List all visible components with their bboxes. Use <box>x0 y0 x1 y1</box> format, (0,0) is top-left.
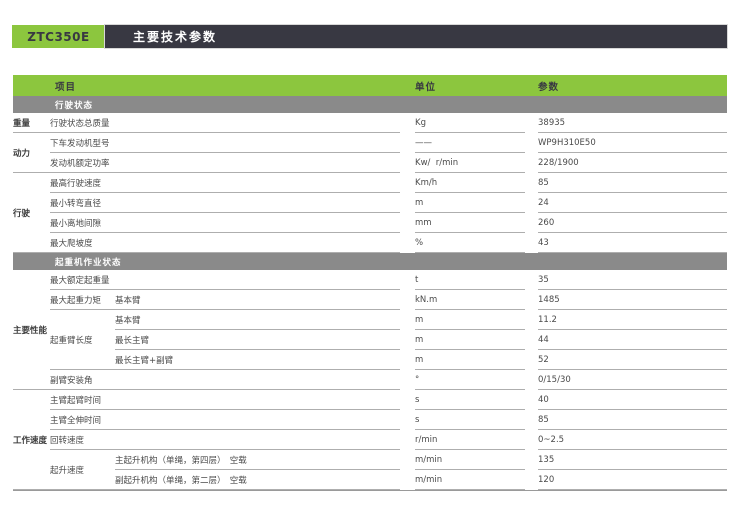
section-title: 起重机作业状态 <box>55 257 122 268</box>
value-cell: 35 <box>538 270 727 290</box>
value-cell: 40 <box>538 390 727 410</box>
value-cell: 1485 <box>538 290 727 310</box>
item-cell: 最大起重力矩 <box>50 290 115 310</box>
unit-cell: s <box>415 390 525 410</box>
section-bar: 起重机作业状态 <box>13 253 727 270</box>
item-cell: 最小离地间隙 <box>50 213 400 233</box>
page-title: 主要技术参数 <box>105 25 727 48</box>
value-cell: 0/15/30 <box>538 370 727 390</box>
value-cell: 260 <box>538 213 727 233</box>
section-bar: 行驶状态 <box>13 96 727 113</box>
column-header-item: 项目 <box>55 81 77 93</box>
value-cell: 24 <box>538 193 727 213</box>
sub-item-cell: 最长主臂 <box>115 330 400 350</box>
unit-cell: m <box>415 310 525 330</box>
item-cell: 发动机额定功率 <box>50 153 400 173</box>
value-cell: 135 <box>538 450 727 470</box>
sub-item-cell: 最长主臂+副臂 <box>115 350 400 370</box>
model-badge: ZTC350E <box>12 25 105 48</box>
item-cell: 主臂全伸时间 <box>50 410 400 430</box>
value-cell: 85 <box>538 173 727 193</box>
unit-cell: m <box>415 350 525 370</box>
value-cell: 52 <box>538 350 727 370</box>
item-cell: 回转速度 <box>50 430 400 450</box>
table-header-row: 项目 单位 参数 <box>13 75 727 96</box>
sub-item-cell: 基本臂 <box>115 310 400 330</box>
sub-item-cell: 基本臂 <box>115 290 400 310</box>
item-cell: 下车发动机型号 <box>50 133 400 153</box>
value-cell: 228/1900 <box>538 153 727 173</box>
value-cell: 38935 <box>538 113 727 133</box>
value-cell: 43 <box>538 233 727 253</box>
unit-cell: m <box>415 193 525 213</box>
item-cell: 起重臂长度 <box>50 310 115 370</box>
sub-item-cell: 主起升机构（单绳，第四层） 空载 <box>115 450 400 470</box>
unit-cell: mm <box>415 213 525 233</box>
group-label: 行驶 <box>13 173 50 253</box>
group-label: 动力 <box>13 133 50 173</box>
item-cell: 主臂起臂时间 <box>50 390 400 410</box>
value-cell: 120 <box>538 470 727 490</box>
value-cell: 44 <box>538 330 727 350</box>
value-cell: WP9H310E50 <box>538 133 727 153</box>
unit-cell: m <box>415 330 525 350</box>
unit-cell: % <box>415 233 525 253</box>
unit-cell: s <box>415 410 525 430</box>
column-header-unit: 单位 <box>415 81 437 93</box>
value-cell: 85 <box>538 410 727 430</box>
unit-cell: m/min <box>415 470 525 490</box>
unit-cell: m/min <box>415 450 525 470</box>
unit-cell: —— <box>415 133 525 153</box>
value-cell: 11.2 <box>538 310 727 330</box>
group-label: 重量 <box>13 113 50 133</box>
title-bar: ZTC350E 主要技术参数 <box>12 25 727 48</box>
group-label: 工作速度 <box>13 390 50 490</box>
unit-cell: Kg <box>415 113 525 133</box>
item-cell: 最大额定起重量 <box>50 270 400 290</box>
item-cell: 行驶状态总质量 <box>50 113 400 133</box>
spec-table: 项目 单位 参数 行驶状态 重量 行驶状态总质量 Kg 38935 动力 下车发动机型号 ——… <box>13 75 727 491</box>
unit-cell: Kw/ r/min <box>415 153 525 173</box>
unit-cell: r/min <box>415 430 525 450</box>
item-cell: 最小转弯直径 <box>50 193 400 213</box>
unit-cell: ° <box>415 370 525 390</box>
section-title: 行驶状态 <box>55 100 94 111</box>
item-cell: 最高行驶速度 <box>50 173 400 193</box>
column-header-value: 参数 <box>538 81 560 93</box>
group-label: 主要性能 <box>13 270 50 390</box>
item-cell: 最大爬坡度 <box>50 233 400 253</box>
unit-cell: kN.m <box>415 290 525 310</box>
value-cell: 0~2.5 <box>538 430 727 450</box>
sub-item-cell: 副起升机构（单绳，第二层） 空载 <box>115 470 400 490</box>
unit-cell: t <box>415 270 525 290</box>
item-cell: 起升速度 <box>50 450 115 490</box>
item-cell: 副臂安装角 <box>50 370 400 390</box>
unit-cell: Km/h <box>415 173 525 193</box>
